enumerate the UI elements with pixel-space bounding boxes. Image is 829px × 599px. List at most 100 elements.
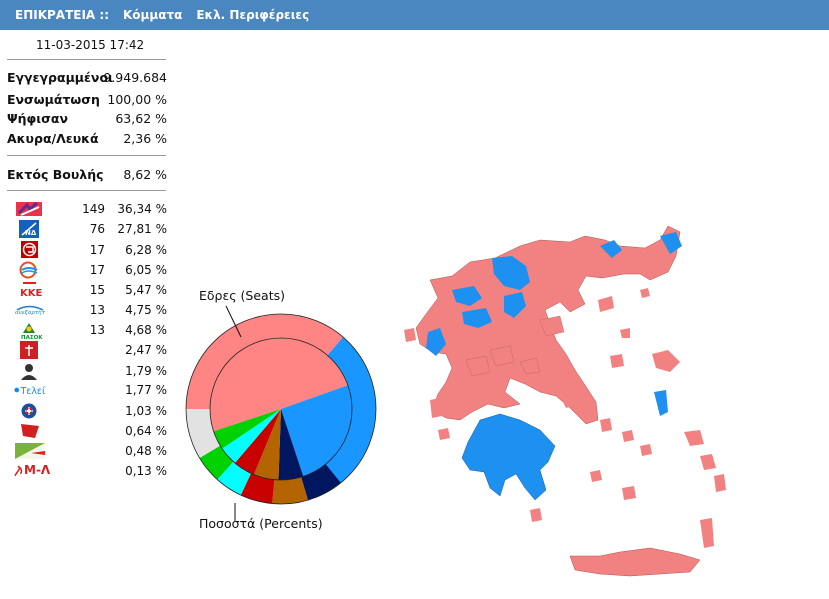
kke-logo-icon: ΚΚΕ: [20, 282, 42, 299]
map-region: [465, 355, 491, 377]
nav-constituencies[interactable]: Εκλ. Περιφέρειες: [196, 8, 310, 22]
party-row[interactable]: Μ-Λ 0,13 %: [7, 461, 167, 481]
outer-slice: [272, 477, 308, 504]
map-island: [652, 350, 680, 372]
party-row[interactable]: ανεξαρτητοι 13 4,75 %: [7, 300, 167, 320]
party-row[interactable]: 17 6,05 %: [7, 260, 167, 280]
party-percent: 0,48 %: [125, 444, 167, 458]
percents-annotation: Ποσοστά (Percents): [199, 516, 323, 531]
inner-slice: [234, 409, 281, 475]
map-island: [404, 328, 416, 342]
outer-slice: [186, 409, 221, 458]
party-seats: 149: [82, 202, 105, 216]
potami-logo-icon: [19, 261, 38, 279]
stat-integration: Ενσωμάτωση 100,00 %: [7, 91, 167, 109]
antarsya-logo-icon: [21, 424, 39, 438]
map-island: [598, 296, 614, 312]
outer-slice: [186, 314, 344, 409]
nav-epikrateia[interactable]: ΕΠΙΚΡΑΤΕΙΑ ::: [15, 8, 109, 22]
party-row[interactable]: ΠΑΣΟΚ 13 4,68 %: [7, 320, 167, 340]
party-row[interactable]: 2,47 %: [7, 340, 167, 360]
timestamp: 11-03-2015 17:42: [36, 38, 145, 52]
map-region-blue: [492, 256, 530, 290]
party-percent: 0,64 %: [125, 424, 167, 438]
map-region: [489, 345, 515, 367]
party-row[interactable]: 1,79 %: [7, 361, 167, 381]
party-row[interactable]: ΝΔ 76 27,81 %: [7, 219, 167, 239]
party-percent: 4,75 %: [125, 303, 167, 317]
map-region-blue: [462, 308, 492, 328]
stat-label: Ενσωμάτωση: [7, 92, 100, 107]
nd-logo-icon: ΝΔ: [19, 220, 39, 238]
party-percent: 6,28 %: [125, 243, 167, 257]
party-row[interactable]: ΚΚΕ 15 5,47 %: [7, 280, 167, 300]
svg-text:ΚΚΕ: ΚΚΕ: [20, 288, 42, 299]
party-percent: 1,77 %: [125, 383, 167, 397]
map-island: [590, 470, 602, 482]
stat-value: 2,36 %: [123, 131, 167, 146]
stat-value: 63,62 %: [115, 111, 167, 126]
map-region-blue: [452, 286, 482, 306]
top-nav-bar: ΕΠΙΚΡΑΤΕΙΑ :: Κόμματα Εκλ. Περιφέρειες: [0, 0, 829, 30]
map-island: [438, 428, 450, 440]
inner-slice: [253, 409, 281, 480]
party-seats: 15: [89, 283, 105, 297]
party-percent: 1,79 %: [125, 364, 167, 378]
divider: [7, 59, 166, 60]
ml-kke-logo-icon: [14, 465, 23, 477]
map-region-blue: [660, 232, 682, 254]
svg-text:ΠΑΣΟΚ: ΠΑΣΟΚ: [21, 335, 43, 339]
party-row[interactable]: Τελεία 1,77 %: [7, 380, 167, 400]
inner-slice: [213, 409, 281, 449]
outer-slice: [301, 464, 341, 501]
pasok-logo-icon: ΠΑΣΟΚ: [21, 323, 43, 339]
map-island: [684, 430, 704, 446]
party-percent: 5,47 %: [125, 283, 167, 297]
outer-slice: [199, 445, 234, 480]
inner-slice: [278, 409, 304, 481]
map-peloponnese-blue: [461, 413, 556, 501]
party-percent: 27,81 %: [117, 222, 167, 236]
outer-slice: [217, 461, 251, 496]
party-row[interactable]: 17 6,28 %: [7, 240, 167, 260]
stat-label: Ακυρα/Λευκά: [7, 131, 99, 146]
inner-slice: [281, 385, 353, 477]
map-island: [640, 288, 650, 298]
divider: [7, 190, 166, 191]
stat-outside-parliament: Εκτός Βουλής 8,62 %: [7, 166, 167, 184]
party-seats: 17: [89, 243, 105, 257]
party-row[interactable]: 0,64 %: [7, 421, 167, 441]
map-region: [539, 315, 565, 337]
map-island: [610, 354, 624, 368]
svg-text:Τελεία: Τελεία: [20, 386, 45, 397]
ml-kke-label: Μ-Λ: [24, 463, 51, 477]
inner-slice: [222, 409, 281, 464]
leader-portrait-icon: [21, 364, 37, 380]
party-row[interactable]: 0,48 %: [7, 441, 167, 461]
map-island: [600, 418, 612, 432]
outer-ring-border: [185, 313, 377, 505]
stat-value: 9.949.684: [103, 70, 167, 85]
party-percent: 0,13 %: [125, 464, 167, 478]
syriza-logo-icon: [16, 201, 42, 216]
party-seats: 17: [89, 263, 105, 277]
party-seats: 76: [89, 222, 105, 236]
map-island-blue: [654, 390, 668, 416]
stat-label: Εγγεγραμμένοι: [7, 70, 113, 85]
map-island: [714, 474, 726, 492]
party-row[interactable]: 1,03 %: [7, 401, 167, 421]
map-region-blue: [426, 328, 446, 356]
outer-slice: [240, 473, 275, 504]
party-row[interactable]: 149 36,34 %: [7, 199, 167, 219]
map-region-blue: [504, 292, 526, 318]
laos-logo-icon: [21, 403, 37, 419]
map-island: [700, 518, 714, 548]
map-region: [519, 357, 541, 375]
xa-logo-icon: [21, 241, 38, 258]
nav-parties[interactable]: Κόμματα: [123, 8, 183, 22]
outer-ring-percents: [186, 314, 376, 504]
anel-logo-icon: ανεξαρτητοι: [15, 305, 45, 316]
stat-voted: Ψήφισαν 63,62 %: [7, 110, 167, 128]
stat-label: Εκτός Βουλής: [7, 167, 104, 182]
seats-leader-line: [225, 305, 242, 338]
